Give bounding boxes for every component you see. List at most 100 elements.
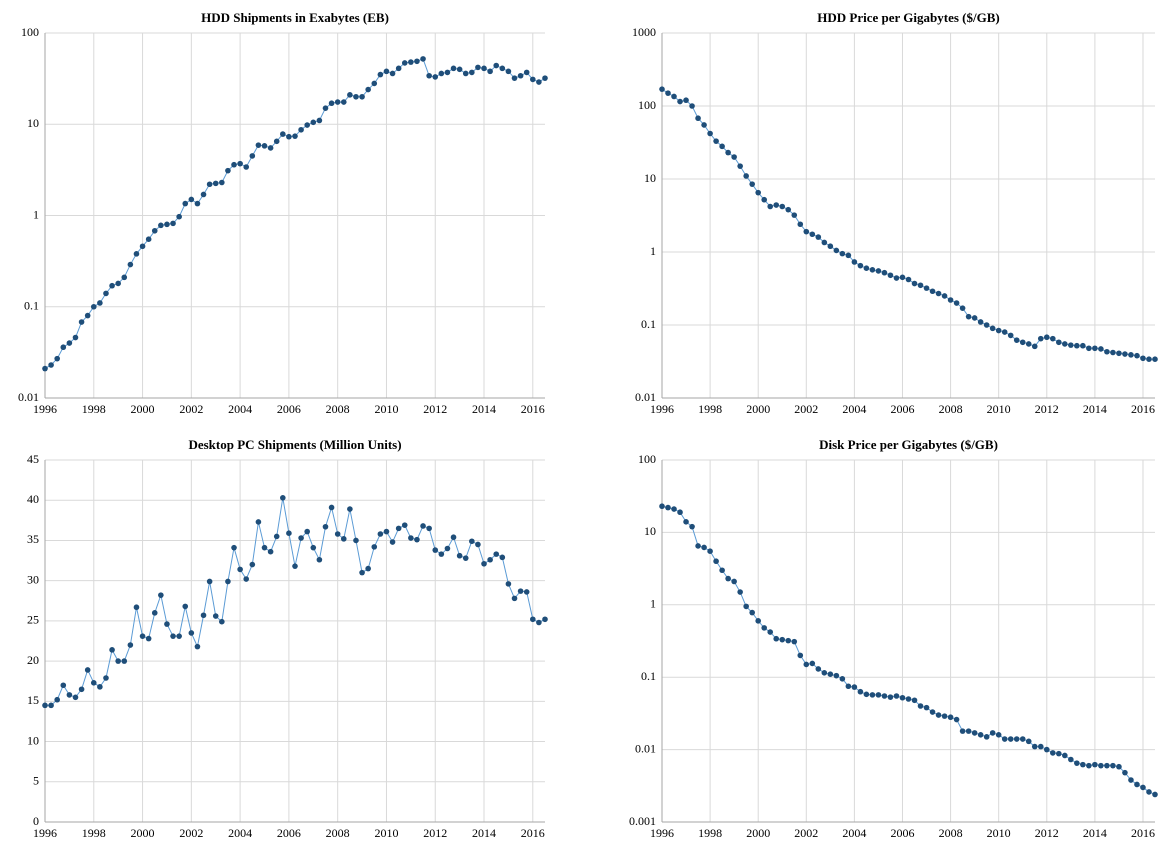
data-point xyxy=(164,621,170,627)
data-point xyxy=(493,62,500,69)
data-point xyxy=(1062,341,1068,347)
data-point xyxy=(779,636,786,643)
data-point xyxy=(310,544,317,551)
data-point xyxy=(462,70,469,77)
data-point xyxy=(450,65,457,72)
x-tick-label: 1998 xyxy=(82,826,106,840)
x-tick-label: 2016 xyxy=(521,826,545,840)
data-point xyxy=(103,290,109,297)
data-point xyxy=(145,635,152,642)
y-tick-label: 0.01 xyxy=(18,390,39,404)
data-point xyxy=(1146,789,1152,795)
y-tick-label: 10 xyxy=(27,733,39,747)
data-point xyxy=(1025,341,1032,347)
x-tick-label: 2000 xyxy=(131,826,155,840)
data-point xyxy=(194,643,201,650)
data-point xyxy=(444,69,451,76)
y-tick-label: 15 xyxy=(27,693,39,707)
data-point xyxy=(261,544,268,551)
data-point xyxy=(1037,743,1044,750)
data-point xyxy=(200,191,207,198)
data-point xyxy=(731,578,737,585)
panel: HDD Price per Gigabytes ($/GB) 0.01 0.1 1 10… xyxy=(632,10,1158,416)
data-point xyxy=(54,355,60,362)
data-point xyxy=(1116,350,1122,357)
data-point xyxy=(243,164,250,170)
data-point xyxy=(953,716,960,723)
y-tick-label: 0.001 xyxy=(629,814,656,828)
data-point xyxy=(1122,769,1128,776)
data-point xyxy=(426,72,432,79)
data-point xyxy=(78,319,85,325)
data-point xyxy=(1110,349,1116,356)
data-point xyxy=(328,504,335,511)
data-point xyxy=(151,227,158,234)
data-point xyxy=(316,556,323,563)
data-point xyxy=(212,180,219,187)
data-point xyxy=(353,93,359,100)
data-point xyxy=(941,713,948,719)
data-point xyxy=(911,280,918,287)
data-point xyxy=(475,541,481,548)
data-point xyxy=(671,506,677,512)
data-point xyxy=(695,115,701,122)
data-point xyxy=(1074,342,1080,349)
x-tick-label: 2012 xyxy=(423,402,447,416)
data-point xyxy=(444,545,451,552)
y-tick-label: 1 xyxy=(33,207,39,221)
data-point xyxy=(158,592,164,598)
data-point xyxy=(225,578,231,585)
data-point xyxy=(377,71,384,78)
data-point xyxy=(671,93,677,100)
data-point xyxy=(280,495,286,501)
data-point xyxy=(755,618,761,624)
data-point xyxy=(127,261,134,268)
data-point xyxy=(1043,334,1050,341)
y-tick-label: 1 xyxy=(650,244,656,258)
data-point xyxy=(505,581,512,587)
data-point xyxy=(1001,736,1008,742)
data-point xyxy=(273,533,280,540)
data-point xyxy=(249,561,256,568)
data-point xyxy=(1043,746,1050,753)
data-point xyxy=(1152,356,1158,363)
data-point xyxy=(347,506,353,512)
y-tick-label: 0.01 xyxy=(635,741,656,755)
data-point xyxy=(1049,335,1056,342)
x-tick-label: 2004 xyxy=(228,402,252,416)
data-point xyxy=(833,672,840,679)
data-point xyxy=(1152,791,1158,798)
data-point xyxy=(292,133,298,139)
data-point xyxy=(947,297,954,303)
data-point xyxy=(438,551,445,557)
data-point xyxy=(773,635,780,642)
data-point xyxy=(499,554,506,561)
data-point xyxy=(1013,736,1020,742)
data-point xyxy=(815,666,822,672)
y-tick-label: 0 xyxy=(33,814,39,828)
data-point xyxy=(487,556,493,563)
data-point xyxy=(371,80,378,87)
data-point xyxy=(791,212,798,218)
y-tick-label: 45 xyxy=(27,452,39,466)
data-line xyxy=(661,88,1155,360)
data-point xyxy=(701,122,707,128)
data-point xyxy=(839,676,846,682)
x-tick-label: 2014 xyxy=(1083,402,1107,416)
data-point xyxy=(97,684,103,690)
data-point xyxy=(1140,784,1146,791)
data-point xyxy=(469,69,475,76)
data-point xyxy=(194,200,201,207)
data-point xyxy=(1086,762,1092,769)
data-point xyxy=(995,327,1002,334)
data-point xyxy=(127,642,134,648)
data-point xyxy=(797,221,804,228)
data-point xyxy=(316,117,323,124)
data-point xyxy=(219,179,225,186)
data-point xyxy=(977,732,984,738)
data-point xyxy=(72,334,79,341)
data-point xyxy=(517,72,524,79)
data-point xyxy=(923,704,930,711)
y-tick-label: 40 xyxy=(27,492,39,506)
data-point xyxy=(389,539,396,545)
